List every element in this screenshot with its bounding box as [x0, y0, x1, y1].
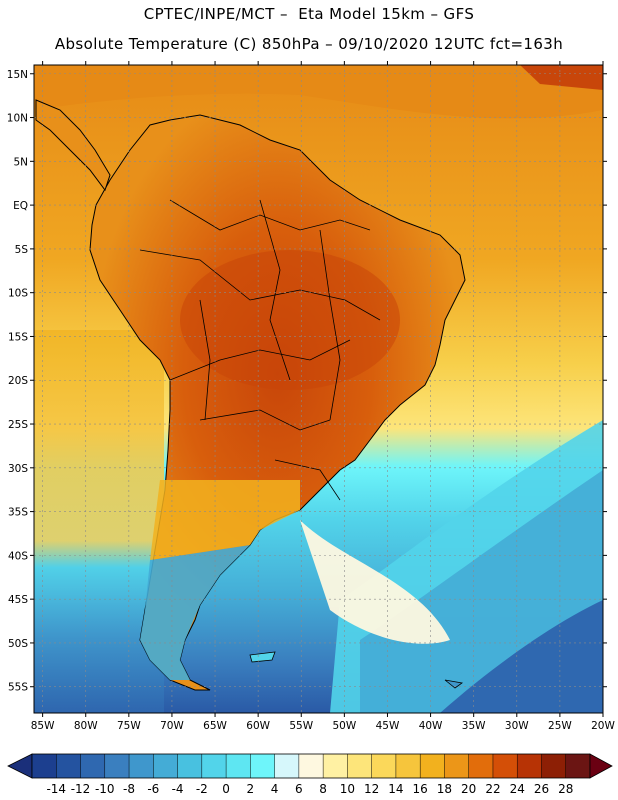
colorbar-swatch [468, 754, 494, 778]
colorbar-swatch [565, 754, 591, 778]
colorbar-label: 20 [461, 782, 476, 796]
colorbar-label: -6 [147, 782, 159, 796]
colorbar-max-arrow [589, 753, 613, 779]
lon-tick-label: 55W [289, 720, 313, 732]
south-georgia-island [444, 679, 464, 689]
lon-tick-label: 65W [203, 720, 227, 732]
colorbar-label: 16 [413, 782, 428, 796]
lat-tick-label: 15N [7, 69, 28, 81]
lat-tick-label: 45S [8, 594, 28, 606]
colorbar-label: 28 [558, 782, 573, 796]
colorbar-label: 10 [340, 782, 355, 796]
mild-tongue [300, 520, 450, 644]
colorbar-swatch [250, 754, 276, 778]
colorbar-label: 2 [247, 782, 255, 796]
hot-core [180, 250, 400, 390]
lon-tick-label: 70W [160, 720, 184, 732]
axis-ticks: 15N 10N 5N EQ 5S 10S 15S 20S 25S 30S 35S 40S 45S 50S 5… [7, 61, 615, 732]
lon-tick-label: 75W [117, 720, 141, 732]
colorbar-swatch [371, 754, 397, 778]
colorbar-swatch [177, 754, 203, 778]
falkland-islands [249, 651, 276, 663]
colorbar-label: -10 [95, 782, 115, 796]
colorbar-swatch [323, 754, 348, 778]
colorbar-label: 12 [364, 782, 379, 796]
country-borders [139, 199, 381, 501]
colorbar-label: 26 [534, 782, 549, 796]
colorbar-swatch [347, 754, 373, 778]
colorbar-label: -14 [46, 782, 66, 796]
lat-tick-label: 5N [13, 156, 28, 168]
colorbar: -14 -12 -10 -8 -6 -4 -2 0 2 4 6 8 10 12 14 16 18 20 22 24 26… [7, 753, 613, 796]
colorbar-label: 0 [222, 782, 230, 796]
colorbar-label: -8 [123, 782, 135, 796]
map-frame [33, 64, 604, 714]
colorbar-label: 6 [295, 782, 303, 796]
lat-tick-label: 50S [8, 638, 28, 650]
colorbar-label: -12 [71, 782, 91, 796]
colorbar-swatch [444, 754, 470, 778]
lon-tick-label: 25W [548, 720, 572, 732]
lat-tick-label: 30S [8, 463, 28, 475]
colorbar-swatch [153, 754, 179, 778]
lon-tick-label: 45W [376, 720, 400, 732]
colorbar-swatch [274, 754, 300, 778]
lat-tick-label: 35S [8, 507, 28, 519]
colorbar-label: 18 [437, 782, 452, 796]
lon-tick-label: 85W [31, 720, 55, 732]
colorbar-swatch [541, 754, 567, 778]
lat-tick-label: 10S [8, 288, 28, 300]
colorbar-swatch [226, 754, 251, 778]
colorbar-swatch [56, 754, 82, 778]
colorbar-label: -2 [196, 782, 208, 796]
map-title-line-2: Absolute Temperature (C) 850hPa – 09/10/… [54, 35, 564, 53]
colorbar-swatch [517, 754, 542, 778]
lat-tick-label: 10N [7, 113, 28, 125]
colorbar-swatch [104, 754, 130, 778]
lon-tick-label: 20W [591, 720, 615, 732]
lon-tick-label: 35W [462, 720, 486, 732]
colorbar-swatch [420, 754, 445, 778]
continent [35, 99, 466, 691]
lon-tick-label: 30W [505, 720, 529, 732]
map-title-line-1: CPTEC/INPE/MCT – Eta Model 15km – GFS [143, 5, 475, 23]
colorbar-label: -4 [172, 782, 184, 796]
colorbar-swatch [395, 754, 421, 778]
lon-tick-label: 50W [332, 720, 356, 732]
argentina-warm [150, 480, 300, 560]
lon-tick-label: 80W [74, 720, 98, 732]
lat-tick-label: 15S [8, 331, 28, 343]
lon-tick-label: 60W [246, 720, 270, 732]
colorbar-swatch [201, 754, 227, 778]
graticule [34, 65, 603, 713]
lat-tick-label: EQ [13, 200, 28, 212]
lat-tick-label: 55S [8, 682, 28, 694]
lat-tick-label: 40S [8, 550, 28, 562]
colorbar-swatch [80, 754, 106, 778]
lat-tick-label: 25S [8, 419, 28, 431]
colorbar-swatch [298, 754, 324, 778]
colorbar-label: 4 [271, 782, 279, 796]
caribbean-hot-spot [520, 65, 603, 90]
central-america-land [35, 99, 111, 192]
colorbar-swatch [32, 754, 57, 778]
patagonia-cold [140, 545, 250, 680]
colorbar-min-arrow [7, 753, 33, 779]
colorbar-swatch [492, 754, 518, 778]
lat-tick-label: 20S [8, 375, 28, 387]
colorbar-label: 8 [319, 782, 327, 796]
colorbar-label: 14 [388, 782, 403, 796]
colorbar-label: 22 [485, 782, 500, 796]
lat-tick-label: 5S [15, 244, 29, 256]
caribbean-field [34, 65, 603, 119]
pacific-field [34, 330, 164, 713]
lon-tick-label: 40W [419, 720, 443, 732]
atlantic-coldest-region [440, 600, 603, 713]
colorbar-label: 24 [510, 782, 525, 796]
colorbar-swatch [129, 754, 154, 778]
